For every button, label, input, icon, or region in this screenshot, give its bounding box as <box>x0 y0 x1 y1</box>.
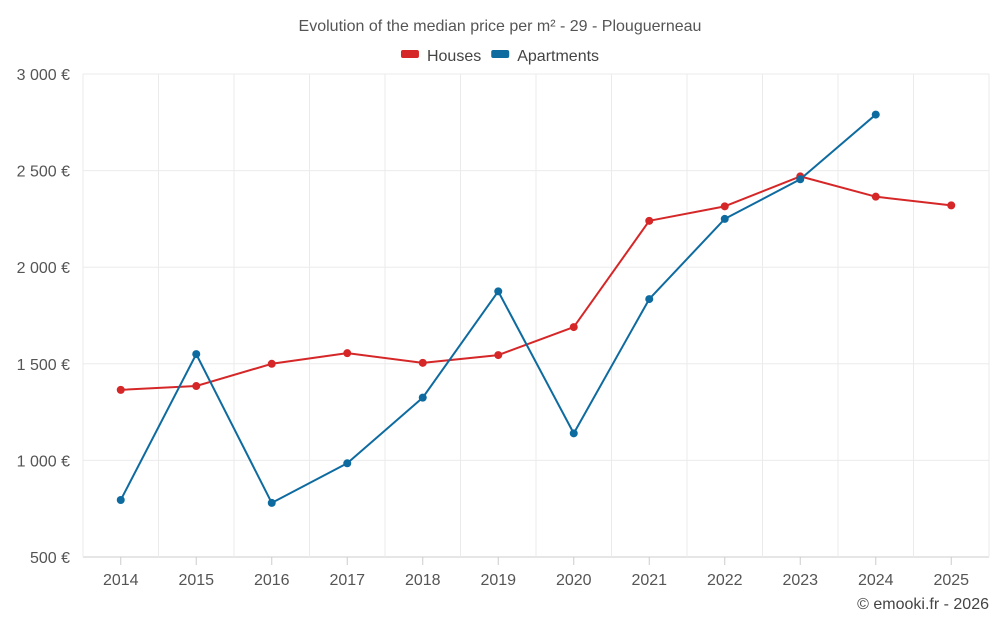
y-axis: 500 € 1 000 € 1 500 € 2 000 € 2 500 € 3 000 € <box>17 67 70 567</box>
credit-text: © emooki.fr - 2026 <box>857 596 989 613</box>
y-tick-label: 2 000 € <box>17 260 70 277</box>
legend-swatch <box>400 50 419 58</box>
legend-item-houses[interactable]: Houses <box>400 48 481 65</box>
series-apartments <box>116 110 880 507</box>
x-tick-label: 2020 <box>556 572 592 589</box>
x-tick-label: 2023 <box>782 572 818 589</box>
data-point-apartments[interactable] <box>343 459 352 468</box>
grid <box>82 73 990 558</box>
y-tick-label: 500 € <box>30 550 70 567</box>
x-tick-label: 2022 <box>707 572 743 589</box>
data-point-houses[interactable] <box>569 323 578 332</box>
data-point-apartments[interactable] <box>569 429 578 438</box>
y-tick-label: 1 500 € <box>17 357 70 374</box>
x-tick-label: 2014 <box>103 572 139 589</box>
data-point-apartments[interactable] <box>645 295 654 304</box>
data-point-apartments[interactable] <box>871 110 880 119</box>
x-tick-label: 2018 <box>405 572 441 589</box>
data-point-houses[interactable] <box>645 216 654 225</box>
data-point-houses[interactable] <box>947 201 956 210</box>
x-tick-label: 2019 <box>480 572 516 589</box>
legend-item-apartments[interactable]: Apartments <box>491 48 599 65</box>
data-point-apartments[interactable] <box>116 496 125 505</box>
data-point-apartments[interactable] <box>796 175 805 184</box>
data-point-houses[interactable] <box>494 351 503 360</box>
legend-label: Apartments <box>517 48 599 65</box>
data-point-houses[interactable] <box>720 202 729 211</box>
y-tick-label: 2 500 € <box>17 164 70 181</box>
x-tick-label: 2017 <box>329 572 365 589</box>
series-houses <box>116 172 956 394</box>
legend: Houses Apartments <box>400 48 599 65</box>
data-point-apartments[interactable] <box>720 214 729 223</box>
x-axis: 2014 2015 2016 2017 2018 2019 2020 2021 2022 2023… <box>103 557 969 589</box>
legend-swatch <box>491 50 510 58</box>
legend-label: Houses <box>427 48 481 65</box>
x-tick-label: 2015 <box>178 572 214 589</box>
data-point-apartments[interactable] <box>494 287 503 296</box>
data-point-houses[interactable] <box>418 358 427 367</box>
y-tick-label: 3 000 € <box>17 67 70 84</box>
x-tick-label: 2016 <box>254 572 290 589</box>
data-point-houses[interactable] <box>192 382 201 391</box>
data-point-apartments[interactable] <box>192 350 201 359</box>
x-tick-label: 2025 <box>933 572 969 589</box>
data-point-houses[interactable] <box>343 349 352 358</box>
data-point-houses[interactable] <box>116 385 125 394</box>
y-tick-label: 1 000 € <box>17 453 70 470</box>
x-tick-label: 2024 <box>858 572 894 589</box>
chart-title: Evolution of the median price per m² - 2… <box>299 18 702 35</box>
x-tick-label: 2021 <box>631 572 667 589</box>
data-point-houses[interactable] <box>871 192 880 201</box>
series-line-houses <box>119 175 953 391</box>
data-point-houses[interactable] <box>267 359 276 368</box>
data-point-apartments[interactable] <box>418 393 427 402</box>
series-layer <box>116 110 956 507</box>
data-point-apartments[interactable] <box>267 498 276 507</box>
